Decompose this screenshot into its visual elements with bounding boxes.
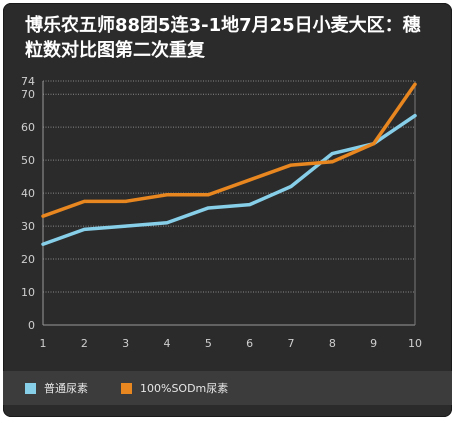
chart-panel: 博乐农五师88团5连3-1地7月25日小麦大区：穗粒数对比图第二次重复 0 10 2… bbox=[3, 3, 452, 417]
x-tick-label-2: 3 bbox=[122, 337, 129, 350]
x-tick-label-3: 4 bbox=[164, 337, 171, 350]
y-tick-label-0: 0 bbox=[28, 319, 35, 332]
series-2-point-3 bbox=[124, 199, 128, 203]
series-line-2 bbox=[41, 82, 417, 218]
y-tick-label-2: 20 bbox=[21, 253, 35, 266]
series-1-point-5 bbox=[206, 206, 210, 210]
series-1-point-6 bbox=[248, 203, 252, 207]
series-1-point-3 bbox=[124, 224, 128, 228]
series-2-point-1 bbox=[41, 214, 45, 218]
legend-label-series-1: 普通尿素 bbox=[44, 382, 88, 395]
series-1-point-8 bbox=[330, 152, 334, 156]
x-tick-label-8: 9 bbox=[370, 337, 377, 350]
x-tick-label-5: 6 bbox=[246, 337, 253, 350]
series-2-point-5 bbox=[206, 193, 210, 197]
y-tick-label-7: 70 bbox=[21, 88, 35, 101]
x-tick-label-7: 8 bbox=[329, 337, 336, 350]
legend-swatch-series-2 bbox=[121, 382, 132, 394]
series-1-point-10 bbox=[413, 114, 417, 118]
series-1-point-2 bbox=[82, 227, 86, 231]
legend-item-series-1[interactable]: 普通尿素 bbox=[25, 381, 88, 395]
series-line-1 bbox=[41, 113, 417, 246]
series-2-point-9 bbox=[372, 142, 376, 146]
series-1-point-1 bbox=[41, 242, 45, 246]
y-tick-label-5: 50 bbox=[21, 154, 35, 167]
y-tick-label-6: 60 bbox=[21, 121, 35, 134]
series-2-point-8 bbox=[330, 160, 334, 164]
y-tick-label-1: 10 bbox=[21, 286, 35, 299]
x-tick-label-9: 10 bbox=[408, 337, 422, 350]
legend-label-series-2: 100%SODm尿素 bbox=[140, 382, 229, 395]
x-tick-label-6: 7 bbox=[288, 337, 295, 350]
series-2-point-7 bbox=[289, 163, 293, 167]
y-tick-label-3: 30 bbox=[21, 220, 35, 233]
x-tick-label-1: 2 bbox=[81, 337, 88, 350]
series-2-point-10 bbox=[413, 82, 417, 86]
y-tick-label-4: 40 bbox=[21, 187, 35, 200]
series-2-point-4 bbox=[165, 193, 169, 197]
series-1-point-7 bbox=[289, 185, 293, 189]
series-2-point-6 bbox=[248, 178, 252, 182]
y-tick-label-8: 74 bbox=[21, 75, 35, 88]
legend-swatch-series-1 bbox=[25, 382, 36, 394]
legend: 普通尿素 100%SODm尿素 bbox=[3, 371, 452, 405]
x-tick-label-4: 5 bbox=[205, 337, 212, 350]
series-1-point-4 bbox=[165, 221, 169, 225]
x-tick-label-0: 1 bbox=[40, 337, 47, 350]
legend-item-series-2[interactable]: 100%SODm尿素 bbox=[121, 381, 228, 395]
chart-title: 博乐农五师88团5连3-1地7月25日小麦大区：穗粒数对比图第二次重复 bbox=[25, 15, 421, 61]
series-2-point-2 bbox=[82, 199, 86, 203]
